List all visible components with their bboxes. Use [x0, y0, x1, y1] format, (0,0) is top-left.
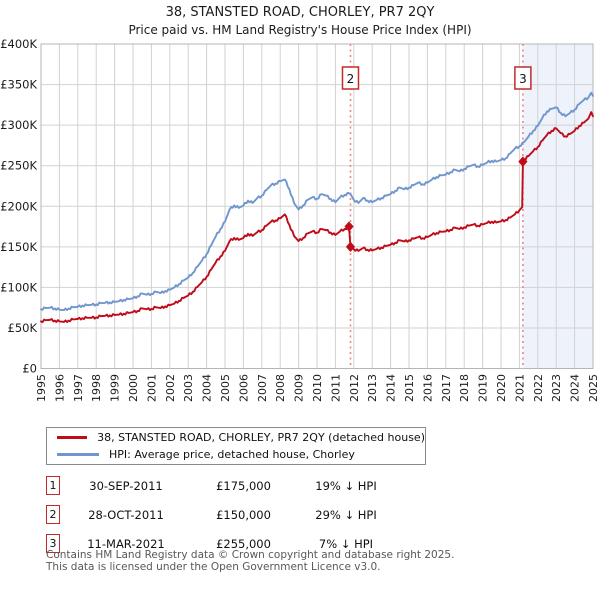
sale-marker-3 [518, 156, 528, 167]
transactions-table: 1 30-SEP-2011 £175,000 19% ↓ HPI 2 28-OC… [46, 471, 406, 558]
footer-line-1: Contains HM Land Registry data © Crown c… [46, 549, 455, 561]
transaction-price: £255,000 [216, 536, 271, 551]
sale-marker-1 [344, 221, 354, 232]
x-tick-label: 2012 [348, 374, 361, 402]
transaction-hpi-delta: 7% ↓ HPI [318, 536, 374, 551]
y-tick-label: £250K [0, 159, 37, 173]
x-tick-label: 2013 [366, 374, 379, 402]
x-tick-label: 2004 [201, 374, 214, 402]
x-tick-label: 2018 [458, 374, 471, 402]
x-tick-label: 2021 [513, 374, 526, 402]
x-tick-label: 2022 [532, 374, 545, 402]
footer-line-2: This data is licensed under the Open Gov… [46, 561, 381, 573]
sale-label-box-3 [514, 66, 532, 90]
x-tick-label: 2016 [421, 374, 434, 402]
transaction-number-badge: 3 [46, 534, 60, 553]
plot-frame [40, 43, 594, 369]
transaction-price: £175,000 [216, 478, 271, 493]
sale-label-text-2: 2 [347, 72, 355, 86]
x-tick-label: 2017 [440, 374, 453, 402]
x-tick-label: 2023 [550, 374, 563, 402]
y-tick-label: £350K [0, 78, 37, 92]
x-tick-label: 2003 [182, 374, 195, 402]
x-tick-label: 2000 [127, 374, 140, 402]
x-tick-label: 2020 [495, 374, 508, 402]
table-row: 2 28-OCT-2011 £150,000 29% ↓ HPI [46, 500, 406, 529]
y-tick-label: £400K [0, 37, 37, 51]
y-tick-label: £300K [0, 118, 37, 132]
y-tick-label: £150K [0, 240, 37, 254]
hpi-line-swatch [57, 452, 99, 456]
x-tick-label: 1996 [53, 374, 66, 402]
x-tick-label: 2019 [477, 374, 490, 402]
legend-item-hpi: HPI: Average price, detached house, Chor… [47, 448, 425, 461]
y-tick-label: £50K [8, 321, 38, 335]
x-tick-label: 2005 [219, 374, 232, 402]
x-tick-label: 2014 [385, 374, 398, 402]
x-tick-label: 2009 [293, 374, 306, 402]
transaction-date: 28-OCT-2011 [88, 507, 164, 522]
x-tick-label: 2024 [569, 374, 582, 402]
transaction-number-badge: 1 [46, 476, 60, 495]
price-history-chart: 2 3 £0 £50K £100K £150K £200K £250K £300K £350K £4… [0, 37, 600, 402]
x-tick-label: 2007 [256, 374, 269, 402]
legend-label-hpi: HPI: Average price, detached house, Chor… [109, 447, 355, 461]
transaction-hpi-delta: 19% ↓ HPI [315, 478, 377, 493]
y-tick-label: £200K [0, 199, 37, 213]
transaction-date: 30-SEP-2011 [89, 478, 163, 493]
x-tick-label: 2025 [587, 374, 600, 402]
x-tick-label: 1995 [35, 374, 48, 402]
x-tick-label: 2006 [237, 374, 250, 402]
legend-item-property: 38, STANSTED ROAD, CHORLEY, PR7 2QY (det… [47, 431, 425, 444]
x-tick-label: 1997 [72, 374, 85, 402]
y-tick-label: £100K [0, 280, 37, 294]
chart-legend: 38, STANSTED ROAD, CHORLEY, PR7 2QY (det… [46, 427, 426, 465]
hpi-line [40, 91, 594, 312]
x-tick-label: 2015 [403, 374, 416, 402]
x-tick-label: 2008 [274, 374, 287, 402]
x-tick-label: 2010 [311, 374, 324, 402]
x-tick-label: 1998 [90, 374, 103, 402]
table-row: 1 30-SEP-2011 £175,000 19% ↓ HPI [46, 471, 406, 500]
sale-label-box-2 [341, 66, 360, 90]
sale-marker-2 [345, 241, 356, 253]
x-tick-label: 2002 [164, 374, 177, 402]
transaction-hpi-delta: 29% ↓ HPI [315, 507, 377, 522]
property-line-swatch [57, 436, 88, 440]
x-tick-label: 2011 [329, 374, 342, 402]
y-tick-label: £0 [22, 362, 37, 376]
table-row: 3 11-MAR-2021 £255,000 7% ↓ HPI [46, 529, 406, 558]
transaction-price: £150,000 [216, 507, 271, 522]
transaction-date: 11-MAR-2021 [87, 536, 165, 551]
page-subtitle: Price paid vs. HM Land Registry's House … [128, 23, 472, 37]
x-tick-label: 1999 [109, 374, 122, 402]
transaction-number-badge: 2 [46, 505, 60, 524]
property-price-line [40, 111, 594, 324]
x-tick-label: 2001 [145, 374, 158, 402]
sale-label-text-3: 3 [519, 72, 527, 86]
legend-label-property: 38, STANSTED ROAD, CHORLEY, PR7 2QY (det… [97, 431, 425, 445]
page-title: 38, STANSTED ROAD, CHORLEY, PR7 2QY [165, 5, 435, 20]
license-footer: Contains HM Land Registry data © Crown c… [46, 549, 454, 573]
